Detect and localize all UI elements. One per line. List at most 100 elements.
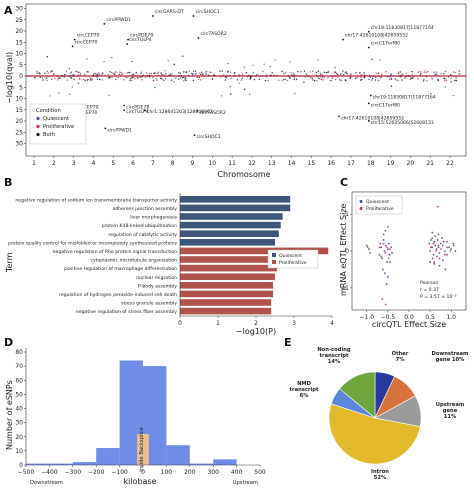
panel-a-point <box>123 79 125 81</box>
panel-a-point <box>238 74 241 77</box>
panel-a-point <box>327 70 329 72</box>
panel-a-point <box>430 92 432 95</box>
panel-a-point <box>436 73 438 75</box>
panel-a-point <box>200 73 202 76</box>
panel-e-label-line: 6% <box>300 393 310 399</box>
panel-a-point <box>235 75 237 77</box>
panel-d-left-caption: Downstream <box>30 480 63 486</box>
panel-a-point <box>194 73 196 75</box>
panel-a-point <box>320 74 322 76</box>
panel-a-point <box>120 72 123 74</box>
panel-a-point <box>281 80 283 82</box>
panel-d-x-label: kilobase <box>123 477 156 486</box>
panel-c-point <box>431 257 434 260</box>
panel-a-point <box>450 81 452 83</box>
panel-d-x-tick-label: 500 <box>254 469 266 476</box>
panel-a-point <box>45 77 48 79</box>
panel-a-point <box>179 76 182 79</box>
panel-a-point <box>125 76 127 79</box>
panel-a-point <box>98 74 100 77</box>
panel-a-highlight-point <box>123 104 126 107</box>
panel-a-point <box>161 75 163 78</box>
panel-a-bottom-annotation: chr1:128641203|128648962 <box>147 109 213 115</box>
panel-a-bottom-annotation: chr19:11830817|11877164 <box>373 95 436 101</box>
panel-c-point <box>430 239 432 241</box>
panel-c-x-tick-label: 0.0 <box>404 314 414 321</box>
panel-a-point <box>397 79 399 82</box>
panel-a-point <box>87 78 89 81</box>
panel-c-point <box>431 237 434 239</box>
panel-a-point <box>194 70 197 72</box>
panel-e-slice-label: Other 7% <box>392 351 409 363</box>
panel-c-legend-box <box>355 195 403 215</box>
panel-a-point <box>336 74 339 76</box>
panel-a-point <box>346 72 348 75</box>
panel-a-point <box>386 75 389 78</box>
panel-a-point <box>394 78 397 80</box>
panel-a-x-tick-label: 8 <box>171 160 175 167</box>
panel-a-point <box>265 74 268 76</box>
panel-c-point <box>438 257 441 260</box>
panel-a-point <box>316 74 318 77</box>
panel-a-point <box>245 72 247 74</box>
panel-a-point <box>131 60 133 63</box>
panel-a-point <box>369 75 371 78</box>
panel-a-point <box>381 73 383 76</box>
panel-b-bar <box>180 239 275 246</box>
panel-a-point <box>262 70 264 73</box>
panel-a-top-annotation: chr17:42610108|42659552 <box>345 33 408 39</box>
panel-a-label: A <box>4 4 13 17</box>
panel-e-label-line: transcript <box>320 353 349 359</box>
panel-a-point <box>174 77 177 79</box>
panel-a-point <box>375 72 378 74</box>
panel-c-point <box>389 248 391 251</box>
panel-a-point <box>327 71 329 74</box>
panel-a-top-annotation: circPDE7B <box>130 33 153 39</box>
panel-a-point <box>431 78 434 80</box>
panel-a-point <box>401 74 403 76</box>
panel-a-point <box>258 75 260 78</box>
panel-c-point <box>367 248 370 251</box>
panel-a-point <box>426 75 428 77</box>
panel-c-point <box>444 268 447 271</box>
panel-a-point <box>153 72 155 75</box>
panel-a-y-tick-label: 5 <box>19 62 23 69</box>
panel-a-point <box>363 72 365 74</box>
panel-c-point <box>441 259 444 262</box>
panel-c-point <box>439 242 442 245</box>
panel-a-y-tick-label: 25 <box>15 129 23 136</box>
panel-b-x-label: −log10(P) <box>236 327 276 336</box>
panel-c-y-tick-label: −1 <box>340 285 349 292</box>
panel-c-point <box>384 272 386 275</box>
panel-b-legend-swatch <box>272 253 276 257</box>
panel-a-bottom-annotation: circC17orf80 <box>371 102 400 108</box>
panel-c-x-tick-label: −0.5 <box>381 314 396 321</box>
panel-a-point <box>50 78 53 81</box>
panel-a-point <box>75 70 77 73</box>
panel-a-point <box>380 75 382 78</box>
panel-a-point <box>293 75 295 77</box>
panel-d-y-tick-label: 70 <box>15 363 23 370</box>
panel-a-point <box>36 70 38 73</box>
panel-a-point <box>79 73 82 75</box>
panel-a-point <box>292 72 294 75</box>
panel-d-x-tick-label: −400 <box>41 469 58 476</box>
panel-b-bar <box>180 213 283 220</box>
panel-a-point <box>129 71 131 74</box>
panel-a-x-tick-label: 17 <box>347 160 355 167</box>
panel-c-point <box>448 246 451 249</box>
panel-c-point <box>452 244 455 247</box>
panel-a-point <box>198 76 201 79</box>
panel-a-point <box>161 78 163 80</box>
panel-a-point <box>248 93 251 96</box>
panel-c-point <box>437 246 440 249</box>
panel-a-point <box>68 67 70 70</box>
panel-d-bar <box>166 445 190 465</box>
panel-a-point <box>443 73 445 75</box>
panel-a-point <box>284 78 286 81</box>
panel-a-point <box>334 74 337 77</box>
panel-a-point <box>318 77 320 80</box>
panel-a-point <box>267 80 269 82</box>
panel-a-point <box>320 78 322 81</box>
panel-a-point <box>42 79 44 81</box>
